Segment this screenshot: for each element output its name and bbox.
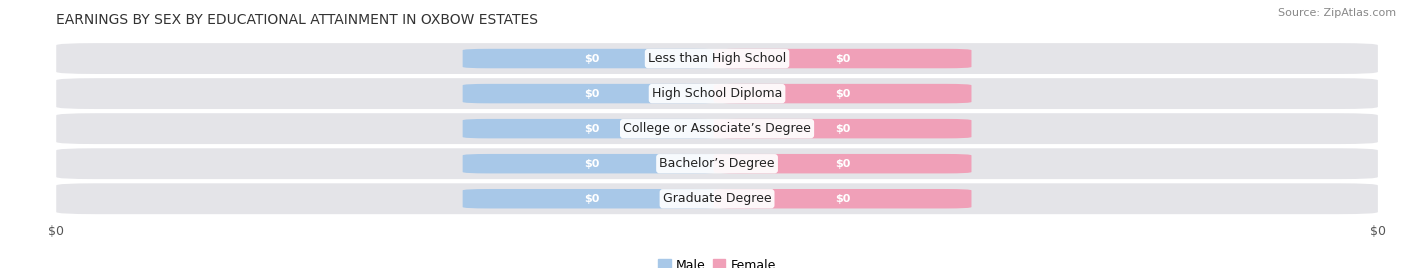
- FancyBboxPatch shape: [463, 119, 720, 138]
- Text: $0: $0: [583, 194, 599, 204]
- FancyBboxPatch shape: [56, 148, 1378, 179]
- Text: $0: $0: [835, 159, 851, 169]
- FancyBboxPatch shape: [56, 43, 1378, 74]
- Legend: Male, Female: Male, Female: [658, 259, 776, 268]
- FancyBboxPatch shape: [463, 49, 720, 68]
- FancyBboxPatch shape: [463, 189, 720, 209]
- FancyBboxPatch shape: [463, 84, 720, 103]
- Text: $0: $0: [835, 54, 851, 64]
- Text: EARNINGS BY SEX BY EDUCATIONAL ATTAINMENT IN OXBOW ESTATES: EARNINGS BY SEX BY EDUCATIONAL ATTAINMEN…: [56, 13, 538, 27]
- Text: $0: $0: [835, 89, 851, 99]
- Text: $0: $0: [583, 54, 599, 64]
- FancyBboxPatch shape: [56, 78, 1378, 109]
- Text: Bachelor’s Degree: Bachelor’s Degree: [659, 157, 775, 170]
- Text: Source: ZipAtlas.com: Source: ZipAtlas.com: [1278, 8, 1396, 18]
- FancyBboxPatch shape: [714, 154, 972, 173]
- FancyBboxPatch shape: [714, 189, 972, 209]
- FancyBboxPatch shape: [56, 183, 1378, 214]
- FancyBboxPatch shape: [56, 113, 1378, 144]
- Text: $0: $0: [835, 194, 851, 204]
- FancyBboxPatch shape: [463, 154, 720, 173]
- FancyBboxPatch shape: [714, 84, 972, 103]
- FancyBboxPatch shape: [714, 49, 972, 68]
- Text: Less than High School: Less than High School: [648, 52, 786, 65]
- Text: $0: $0: [835, 124, 851, 134]
- Text: Graduate Degree: Graduate Degree: [662, 192, 772, 205]
- Text: $0: $0: [583, 159, 599, 169]
- Text: $0: $0: [583, 124, 599, 134]
- Text: $0: $0: [583, 89, 599, 99]
- Text: High School Diploma: High School Diploma: [652, 87, 782, 100]
- Text: College or Associate’s Degree: College or Associate’s Degree: [623, 122, 811, 135]
- FancyBboxPatch shape: [714, 119, 972, 138]
